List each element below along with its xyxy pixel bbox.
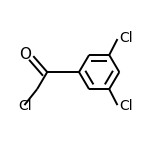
- Text: Cl: Cl: [119, 31, 133, 45]
- Text: Cl: Cl: [119, 99, 133, 113]
- Text: Cl: Cl: [19, 99, 32, 113]
- Text: O: O: [20, 47, 32, 62]
